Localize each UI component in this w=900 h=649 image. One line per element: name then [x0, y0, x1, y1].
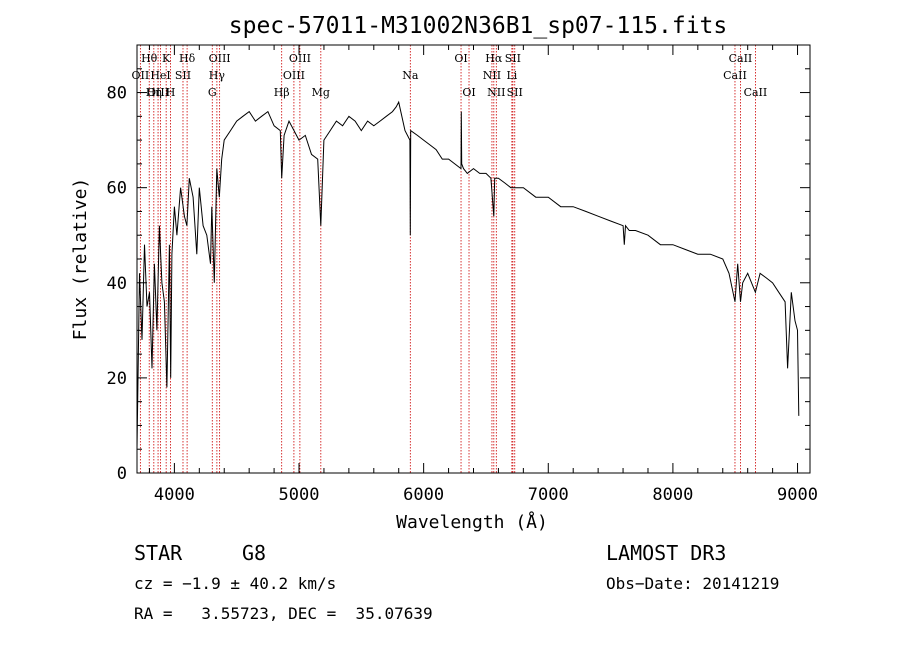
line-label: Hθ: [141, 52, 158, 65]
line-label: G: [208, 86, 217, 99]
line-label: Mg: [312, 86, 330, 99]
line-label: Hγ: [209, 69, 226, 82]
observation-date: Obs−Date: 20141219: [606, 574, 779, 593]
line-label: OIII: [283, 69, 305, 82]
x-tick-label: 4000: [154, 485, 195, 505]
coordinates: RA = 3.55723, DEC = 35.07639: [134, 604, 433, 623]
y-axis-label: Flux (relative): [70, 178, 91, 341]
y-tick-label: 20: [107, 369, 127, 389]
line-label: CaII: [729, 52, 753, 65]
x-tick-label: 7000: [528, 485, 569, 505]
line-label: NII: [487, 86, 505, 99]
line-label: OIII: [147, 86, 169, 99]
line-label: SII: [507, 86, 523, 99]
x-axis-ticks: 4000 5000 6000 7000 8000 9000: [148, 45, 818, 505]
x-tick-label: 6000: [403, 485, 444, 505]
redshift-velocity: cz = −1.9 ± 40.2 km/s: [134, 574, 336, 593]
y-tick-label: 40: [107, 274, 127, 294]
line-label: OI: [462, 86, 475, 99]
line-label: CaII: [744, 86, 768, 99]
survey-name: LAMOST DR3: [606, 541, 726, 565]
line-markers: [139, 45, 756, 473]
chart-title: spec-57011-M31002N36B1_sp07-115.fits: [229, 13, 728, 39]
line-label: OII: [132, 69, 150, 82]
plot-frame: [136, 44, 811, 474]
y-tick-label: 80: [107, 84, 127, 104]
line-label: NII: [483, 69, 501, 82]
line-label: Hα: [485, 52, 503, 65]
line-label: OI: [454, 52, 467, 65]
line-label: SII: [505, 52, 521, 65]
object-subclass: G8: [242, 541, 266, 565]
y-tick-label: 0: [117, 464, 127, 484]
line-label: Na: [402, 69, 419, 82]
x-tick-label: 8000: [652, 485, 693, 505]
y-tick-label: 60: [107, 179, 127, 199]
line-label: CaII: [723, 69, 747, 82]
spectrum-line: [136, 100, 800, 450]
line-label: Hη: [146, 86, 162, 99]
line-label: Hβ: [274, 86, 290, 99]
line-label: Hδ: [179, 52, 196, 65]
line-label: H: [166, 86, 176, 99]
y-axis-ticks: 0 20 40 60 80: [107, 68, 810, 484]
object-class: STAR: [134, 541, 183, 565]
x-tick-label: 9000: [777, 485, 818, 505]
line-label: K: [162, 52, 171, 65]
line-label: OIII: [209, 52, 231, 65]
line-label: Li: [506, 69, 517, 82]
line-label: OIII: [289, 52, 311, 65]
line-label: HeI: [150, 69, 170, 82]
x-axis-label: Wavelength (Å): [396, 511, 548, 533]
x-tick-label: 5000: [279, 485, 320, 505]
line-label: SII: [175, 69, 191, 82]
